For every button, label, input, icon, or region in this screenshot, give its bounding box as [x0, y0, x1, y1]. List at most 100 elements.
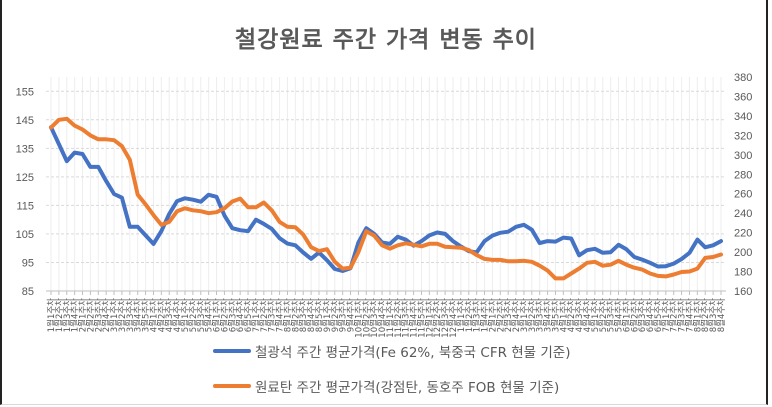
x-axis-tick-label: 8월4주차 [306, 298, 317, 332]
x-axis-tick-label: 9월2주차 [330, 298, 341, 332]
x-axis-tick-label: 2월3주차 [93, 298, 104, 332]
left-axis-tick-label: 145 [16, 115, 34, 127]
x-axis-tick-label: 9월3주차 [338, 298, 349, 332]
x-axis-tick-label: 1월1주차 [46, 298, 57, 332]
x-axis-tick-label: 11월3주차 [401, 298, 412, 338]
x-axis-tick-label: 6월5주차 [243, 298, 254, 332]
x-axis-tick-label: 2월4주차 [511, 298, 522, 332]
x-axis-tick-label: 3월1주차 [519, 298, 530, 332]
x-axis-tick-label: 12월4주차 [448, 298, 459, 338]
x-axis-tick-label: 7월3주차 [677, 298, 688, 332]
x-axis-tick-label: 10월1주차 [353, 298, 364, 338]
x-axis-tick-label: 11월1주차 [385, 298, 396, 338]
right-axis-tick-label: 240 [734, 208, 752, 220]
x-axis-tick-label: 3월5주차 [141, 298, 152, 332]
legend-label: 철광석 주간 평균가격(Fe 62%, 북중국 CFR 현물 기준) [255, 345, 571, 361]
x-axis-tick-label: 2월3주차 [503, 298, 514, 332]
x-axis-tick-label: 2월2주차 [85, 298, 96, 332]
x-axis-tick-label: 8월1주차 [692, 298, 703, 332]
left-axis-tick-label: 85 [22, 286, 34, 298]
right-axis-tick-label: 220 [734, 228, 752, 240]
x-axis-tick-label: 8월3주차 [708, 298, 719, 332]
x-axis-tick-label: 2월4주차 [101, 298, 112, 332]
x-axis-tick-label: 7월2주차 [259, 298, 270, 332]
left-axis-tick-label: 115 [16, 200, 34, 212]
x-axis-tick-label: 3월4주차 [133, 298, 144, 332]
right-axis-tick-label: 380 [734, 72, 752, 84]
x-axis-tick-label: 8월3주차 [298, 298, 309, 332]
x-axis-tick-label: 5월1주차 [590, 298, 601, 332]
x-axis-tick-label: 10월3주차 [369, 298, 380, 338]
x-axis-tick-label: 6월3주차 [227, 298, 238, 332]
x-axis-tick-label: 4월4주차 [172, 298, 183, 332]
x-axis-tick-label: 5월2주차 [188, 298, 199, 332]
x-axis-tick-label: 3월5주차 [550, 298, 561, 332]
right-axis-tick-label: 340 [734, 111, 752, 123]
x-axis-tick-label: 6월4주차 [645, 298, 656, 332]
x-axis-tick-label: 7월1주차 [661, 298, 672, 332]
x-axis-tick-label: 3월3주차 [125, 298, 136, 332]
iron-ore-series-line [49, 125, 723, 273]
x-axis-tick-label: 12월2주차 [432, 298, 443, 338]
chart-title: 철강원료 주간 가격 변동 추이 [235, 27, 537, 53]
x-axis-tick-label: 3월2주차 [527, 298, 538, 332]
x-axis-tick-label: 3월1주차 [109, 298, 120, 332]
x-axis-tick-label: 1월3주차 [62, 298, 73, 332]
x-axis-tick-label: 6월2주차 [219, 298, 230, 332]
x-axis-tick-label: 1월2주차 [464, 298, 475, 332]
x-axis-tick-label: 5월2주차 [598, 298, 609, 332]
x-axis-tick-label: 12월1주차 [424, 298, 435, 338]
x-axis-tick-label: 4월2주차 [156, 298, 167, 332]
right-axis-tick-label: 200 [734, 247, 752, 259]
legend-item-iron-ore: 철광석 주간 평균가격(Fe 62%, 북중국 CFR 현물 기준) [213, 341, 571, 361]
x-axis-tick-label: 5월4주차 [614, 298, 625, 332]
x-axis-tick-label: 4월3주차 [574, 298, 585, 332]
right-axis-tick-label: 300 [734, 150, 752, 162]
right-axis-tick-label: 260 [734, 189, 752, 201]
x-axis-tick-label: 2월1주차 [487, 298, 498, 332]
left-axis-tick-label: 95 [22, 257, 34, 269]
x-axis-tick-label: 6월2주차 [629, 298, 640, 332]
coking-coal-series-line [49, 116, 723, 281]
x-axis-tick-label: 8월1주차 [282, 298, 293, 332]
x-axis-tick-label: 4월2주차 [566, 298, 577, 332]
x-axis-tick-label: 6월4주차 [235, 298, 246, 332]
x-axis-tick-label: 1월2주차 [54, 298, 65, 332]
x-axis-tick-label: 1월4주차 [70, 298, 81, 332]
x-axis-tick-label: 8월4주차 [716, 298, 727, 332]
x-axis-tick-label: 5월3주차 [196, 298, 207, 332]
x-axis-tick-label: 3월2주차 [117, 298, 128, 332]
x-axis-tick-label: 4월1주차 [148, 298, 159, 332]
x-axis-tick-label: 7월4주차 [684, 298, 695, 332]
legend-swatch-orange [213, 384, 251, 388]
left-axis-tick-label: 125 [16, 172, 34, 184]
x-axis-tick-label: 2월1주차 [78, 298, 89, 332]
x-axis-tick-label: 9월4주차 [346, 298, 357, 332]
legend-swatch-blue [213, 349, 251, 353]
right-axis-tick-label: 280 [734, 169, 752, 181]
x-axis-tick-label: 6월3주차 [637, 298, 648, 332]
x-axis-tick-label: 8월2주차 [290, 298, 301, 332]
left-axis-tick-label: 155 [16, 86, 34, 98]
legend-label: 원료탄 주간 평균가격(강점탄, 동호주 FOB 현물 기준) [255, 380, 560, 396]
x-axis-tick-label: 10월4주차 [377, 298, 388, 338]
x-axis-tick-label: 7월3주차 [267, 298, 278, 332]
x-axis-tick-label: 1월1주차 [456, 298, 467, 332]
left-axis-tick-label: 135 [16, 143, 34, 155]
x-axis-tick-label: 1월3주차 [472, 298, 483, 332]
x-axis-tick-label: 7월4주차 [275, 298, 286, 332]
x-axis-tick-label: 8월2주차 [700, 298, 711, 332]
x-axis-tick-label: 8월5주차 [314, 298, 325, 332]
x-axis-tick-label: 6월1주차 [212, 298, 223, 332]
x-axis-tick-label: 4월3주차 [164, 298, 175, 332]
x-axis-tick-label: 6월1주차 [621, 298, 632, 332]
right-axis-tick-label: 320 [734, 130, 752, 142]
right-axis-tick-label: 180 [734, 267, 752, 279]
x-axis-tick-label: 11월4주차 [409, 298, 420, 338]
legend-item-coking-coal: 원료탄 주간 평균가격(강점탄, 동호주 FOB 현물 기준) [213, 376, 559, 396]
x-axis-tick-label: 4월1주차 [558, 298, 569, 332]
x-axis-tick-label: 1월4주차 [480, 298, 491, 332]
x-axis-tick-label: 3월4주차 [543, 298, 554, 332]
